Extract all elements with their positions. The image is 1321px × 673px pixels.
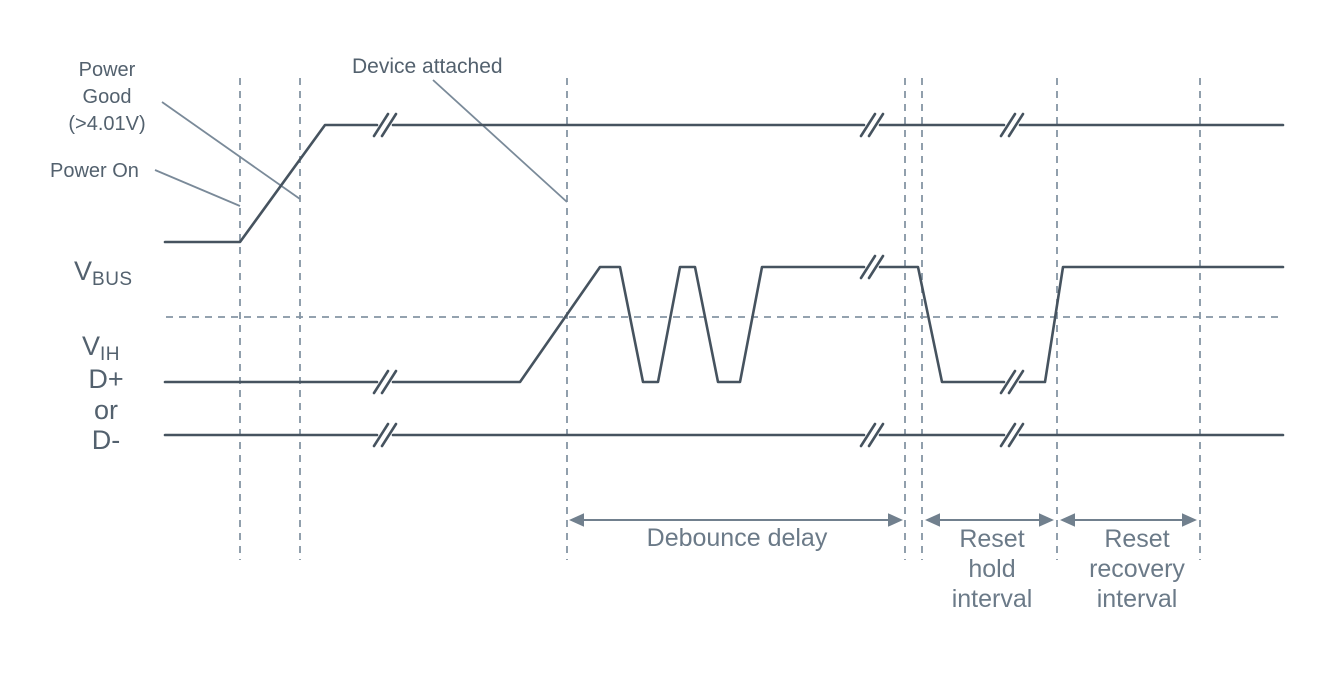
power-on-leader	[154, 169, 241, 207]
dplus-segment	[391, 265, 866, 384]
dminus-waveform	[163, 422, 1285, 448]
reset-recovery-arrowhead-left	[1060, 513, 1075, 527]
break-mark	[999, 422, 1025, 448]
interval-arrows	[569, 513, 1197, 527]
debounce-arrowhead-right	[888, 513, 903, 527]
break-mark	[859, 254, 885, 280]
break-mark	[999, 369, 1025, 395]
reset-recovery-interval-label: Reset recovery interval	[1089, 525, 1185, 613]
power-good-label: Power Good (>4.01V)	[68, 59, 146, 135]
reset-hold-arrowhead-left	[925, 513, 940, 527]
power-on-label: Power On	[50, 160, 139, 182]
dplus-segment	[878, 265, 1006, 384]
d-plus-label: D+	[88, 364, 124, 394]
reset-recovery-arrowhead-right	[1182, 513, 1197, 527]
break-mark	[859, 422, 885, 448]
break-mark	[859, 112, 885, 138]
break-mark	[372, 422, 398, 448]
power-good-leader	[161, 101, 301, 200]
dplus-segment	[1018, 265, 1285, 384]
vbus-waveform	[163, 112, 1285, 244]
vih-label-main: V	[82, 331, 101, 361]
or-label: or	[93, 395, 118, 425]
break-mark	[372, 369, 398, 395]
vih-label: VIH	[82, 300, 120, 366]
break-mark	[372, 112, 398, 138]
dplus-waveform	[163, 254, 1285, 395]
break-mark	[999, 112, 1025, 138]
vih-label-sub: IH	[100, 344, 121, 365]
leader-lines	[154, 79, 568, 207]
debounce-arrowhead-left	[569, 513, 584, 527]
reset-hold-interval-label: Reset hold interval	[951, 525, 1033, 613]
dashed-guide-lines	[166, 78, 1283, 560]
device-attached-leader	[432, 79, 568, 203]
d-minus-label: D-	[91, 425, 121, 455]
debounce-delay-label: Debounce delay	[646, 524, 828, 552]
vbus-label-main: V	[74, 256, 93, 286]
reset-hold-arrowhead-right	[1039, 513, 1054, 527]
vbus-segment	[163, 123, 379, 244]
device-attached-label: Device attached	[352, 55, 503, 78]
vbus-label: VBUS	[74, 225, 133, 291]
vbus-label-sub: BUS	[92, 269, 133, 290]
